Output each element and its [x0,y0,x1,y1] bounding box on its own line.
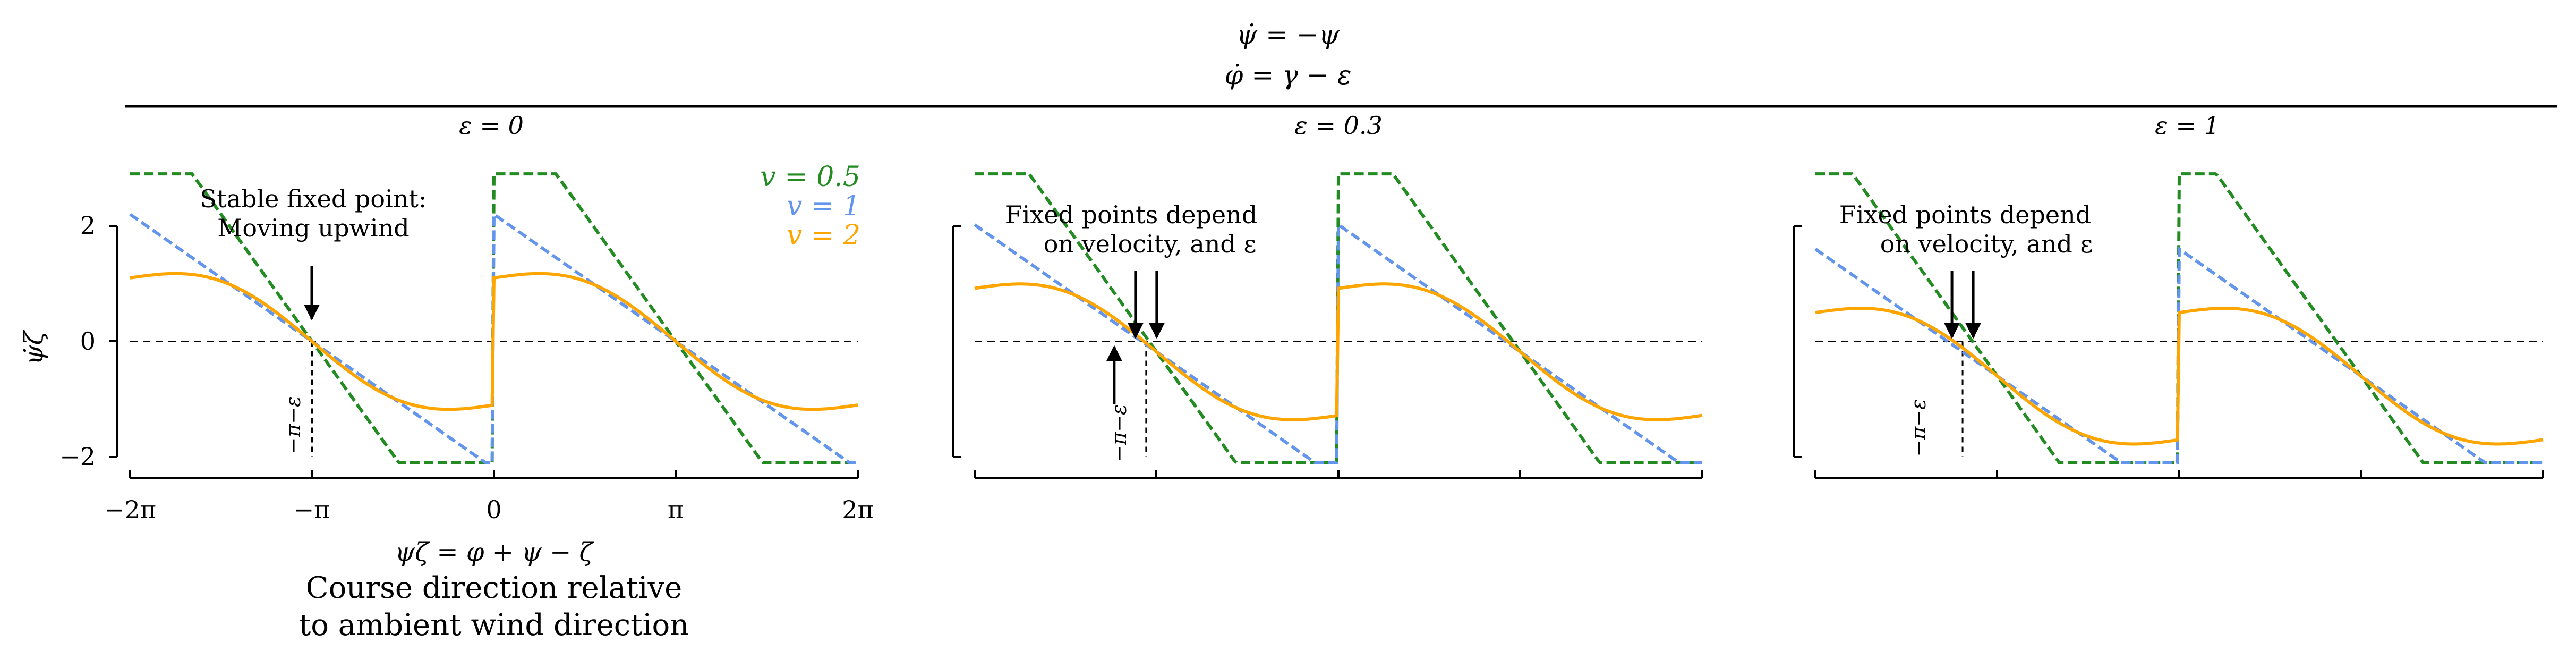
panel-2-title: ε = 0.3 [1294,111,1383,140]
y-tick-label-2: 2 [80,211,96,240]
series-line-2 [974,282,1703,421]
panel-3-annotation-line2: on velocity, and ε [1880,230,2093,258]
y-axis-label: ψ̇ζ [19,330,49,365]
panel-2-annotation-line2: on velocity, and ε [1044,230,1257,258]
legend-v1: v = 1 [787,190,860,222]
legend-v2: v = 2 [787,219,860,251]
y-tick-label-neg2: −2 [59,442,96,471]
panel-3-annotation-line1: Fixed points depend [1839,200,2091,229]
header-equation-phi: φ̇ = γ − ε [1224,60,1351,90]
panel-3-marker-label: −π−ε [1907,399,1930,457]
panel-3-title: ε = 1 [2155,111,2220,140]
x-tick-label-pi: π [668,495,684,524]
panel-epsilon-0.3 [974,172,1703,464]
series-line-1 [1814,246,2543,464]
panel-3-axes [1793,225,2544,479]
y-tick-label-0: 0 [80,327,96,356]
x-axis-caption-line1: Course direction relative [306,571,683,605]
panel-1-title: ε = 0 [459,111,524,140]
x-axis-caption-line2: to ambient wind direction [299,608,689,643]
x-axis-label: ψζ = φ + ψ − ζ [395,537,594,567]
series-line-2 [1815,307,2544,446]
x-tick-label-negpi: −π [294,495,330,524]
panel-2-marker-label: −π−ε [1107,404,1131,462]
series-line-2 [130,272,858,411]
series-line-1 [129,211,858,464]
series-line-0.5 [1815,172,2543,464]
panel-1-axes [109,225,859,479]
legend-v05: v = 0.5 [760,161,860,193]
x-tick-label-neg2pi: −2π [104,495,156,524]
panel-2-axes [952,225,1703,479]
panel-1-annotation-line2: Moving upwind [217,214,409,242]
x-tick-label-0: 0 [486,495,501,524]
series-line-1 [974,222,1702,464]
panel-epsilon-1 [1814,172,2544,464]
panel-2-annotation-line1: Fixed points depend [1005,200,1257,229]
panel-1-annotation-line1: Stable fixed point: [200,184,427,213]
series-line-0.5 [975,172,1702,464]
panel-1-marker-label: −π−ε [282,396,305,454]
panel-epsilon-0 [129,172,858,464]
x-tick-label-2pi: 2π [842,495,874,524]
header-equation-psi: ψ̇ = −ψ [1236,19,1340,50]
